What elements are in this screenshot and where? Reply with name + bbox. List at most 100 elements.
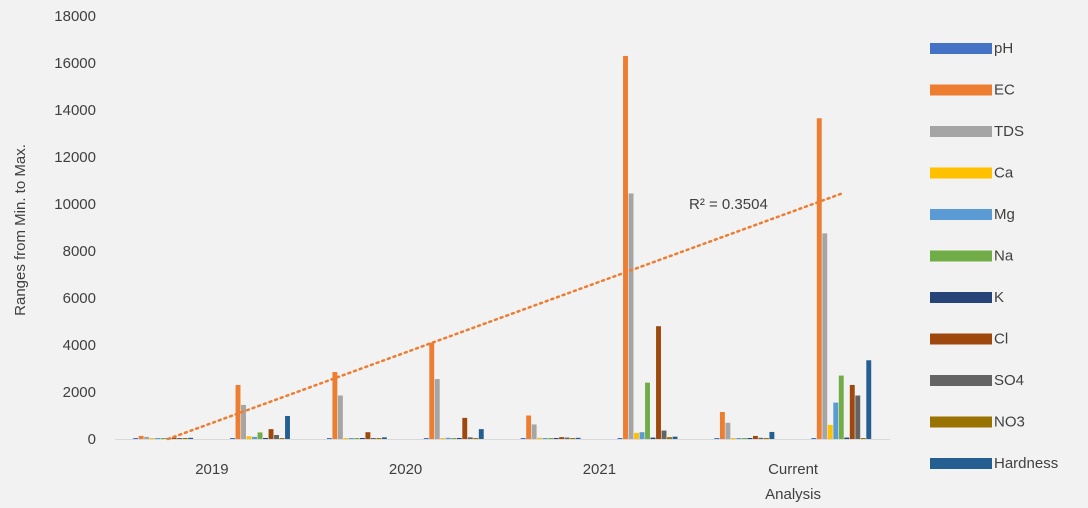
bar-no3 xyxy=(279,438,285,439)
bar-so4 xyxy=(370,438,376,439)
bar-ca xyxy=(440,438,446,439)
bar-ph xyxy=(617,438,623,439)
bar-no3 xyxy=(376,438,382,439)
bar-ph xyxy=(133,438,139,439)
bar-cl xyxy=(656,326,661,439)
legend-swatch-no3 xyxy=(930,416,992,428)
bar-ph xyxy=(423,438,429,439)
y-axis-label: Ranges from Min. to Max. xyxy=(12,144,29,316)
legend-swatch-mg xyxy=(930,209,992,220)
bar-na xyxy=(257,432,263,439)
bar-ca xyxy=(730,438,736,439)
legend-swatch-na xyxy=(930,250,992,262)
bar-k xyxy=(263,438,268,439)
bar-ca xyxy=(149,438,155,439)
bar-so4 xyxy=(855,395,861,439)
bar-cl xyxy=(365,432,371,439)
y-tick-label: 0 xyxy=(88,431,96,448)
r-squared-label: R² = 0.3504 xyxy=(689,196,768,213)
legend-label-mg: Mg xyxy=(994,206,1015,223)
bar-mg xyxy=(252,436,257,439)
x-category-label: Current xyxy=(768,461,819,478)
legend-swatch-tds xyxy=(930,126,992,137)
y-tick-label: 6000 xyxy=(63,290,96,307)
bar-ca xyxy=(246,436,252,439)
bar-no3 xyxy=(667,437,672,439)
x-category-label: 2021 xyxy=(583,461,616,478)
bar-no3 xyxy=(763,438,769,439)
bar-no3 xyxy=(570,438,576,439)
x-category-label: 2019 xyxy=(195,461,228,478)
bar-ec xyxy=(235,384,241,439)
legend-label-cl: Cl xyxy=(994,331,1008,348)
bar-ec xyxy=(526,415,532,439)
bar-cl xyxy=(462,417,468,439)
y-tick-label: 16000 xyxy=(54,55,96,72)
bar-hardness xyxy=(285,415,290,439)
bar-mg xyxy=(736,438,742,439)
trendline xyxy=(166,192,843,441)
legend-swatch-cl xyxy=(930,333,992,345)
bar-k xyxy=(359,438,365,439)
bar-so4 xyxy=(177,438,183,439)
legend-label-no3: NO3 xyxy=(994,414,1025,431)
bar-tds xyxy=(144,436,150,439)
bar-tds xyxy=(628,193,634,439)
bar-tds xyxy=(337,395,343,439)
bar-na xyxy=(548,438,554,439)
bar-ca xyxy=(827,424,833,439)
bar-k xyxy=(553,438,559,439)
bar-hardness xyxy=(769,431,775,439)
bar-ph xyxy=(811,438,817,439)
bar-ec xyxy=(138,435,144,439)
bar-na xyxy=(451,438,457,439)
bar-ca xyxy=(634,432,639,439)
bar-tds xyxy=(725,422,731,439)
bar-so4 xyxy=(758,437,764,439)
legend-label-ph: pH xyxy=(994,40,1013,57)
bar-k xyxy=(650,437,656,439)
bar-tds xyxy=(531,424,537,439)
x-category-label: Analysis xyxy=(765,486,821,503)
bar-mg xyxy=(445,437,451,439)
bar-na xyxy=(160,438,166,439)
bar-ec xyxy=(332,372,338,439)
bar-k xyxy=(747,438,753,439)
y-tick-label: 12000 xyxy=(54,149,96,166)
bar-na xyxy=(741,438,747,439)
bars xyxy=(133,55,872,440)
legend-label-hardness: Hardness xyxy=(994,455,1058,472)
legend-label-ca: Ca xyxy=(994,165,1014,182)
bar-cl xyxy=(752,435,758,439)
legend: pH EC TDS Ca Mg Na K Cl SO4 NO3 Hardness xyxy=(930,40,1058,472)
bar-tds xyxy=(434,379,440,439)
legend-swatch-so4 xyxy=(930,375,992,386)
bar-hardness xyxy=(575,437,581,439)
y-tick-label: 10000 xyxy=(54,196,96,213)
bar-cl xyxy=(171,437,177,439)
bar-cl xyxy=(849,384,855,439)
legend-swatch-ec xyxy=(930,84,992,96)
bar-ph xyxy=(520,438,526,439)
bar-hardness xyxy=(381,437,387,439)
bar-so4 xyxy=(661,430,667,439)
y-tick-label: 14000 xyxy=(54,102,96,119)
legend-label-so4: SO4 xyxy=(994,372,1024,389)
bar-ca xyxy=(537,437,543,439)
bar-ec xyxy=(429,342,435,439)
legend-swatch-hardness xyxy=(930,458,992,469)
bar-ph xyxy=(714,438,720,439)
bar-ec xyxy=(719,411,725,439)
bar-ph xyxy=(326,438,332,439)
bar-so4 xyxy=(564,437,570,439)
x-category-label: 2020 xyxy=(389,461,422,478)
bar-k xyxy=(456,438,462,439)
legend-label-tds: TDS xyxy=(994,123,1024,140)
bar-hardness xyxy=(478,429,484,439)
bar-mg xyxy=(348,438,354,439)
bar-no3 xyxy=(182,438,188,439)
bar-na xyxy=(645,382,650,439)
y-tick-label: 8000 xyxy=(63,243,96,260)
bar-ec xyxy=(816,118,822,439)
bar-cl xyxy=(268,429,274,439)
